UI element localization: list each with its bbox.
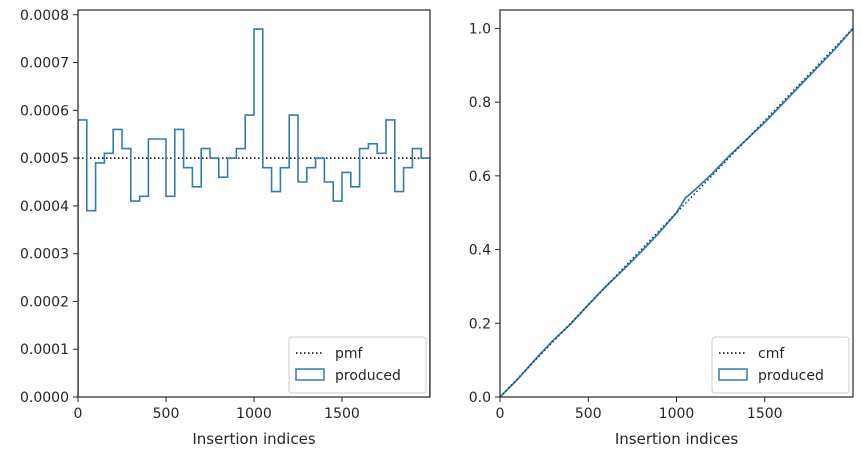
legend-label: cmf (758, 346, 785, 362)
plot-area (500, 27, 853, 397)
y-tick-label: 0.0006 (20, 103, 69, 119)
y-tick-label: 0.0007 (20, 56, 69, 72)
y-tick-label: 0.2 (469, 316, 491, 332)
legend: cmf produced (711, 336, 850, 394)
y-tick-label: 0.0002 (20, 294, 69, 310)
x-tick-label: 500 (153, 406, 180, 422)
y-tick-label: 0.6 (469, 169, 491, 185)
x-tick-label: 500 (575, 406, 602, 422)
y-tick-label: 0.0004 (20, 199, 69, 215)
legend-label: produced (335, 368, 401, 384)
x-tick-label: 1500 (324, 406, 360, 422)
x-tick-label: 1500 (747, 406, 783, 422)
legend-label: pmf (335, 346, 364, 362)
x-axis-ticks: 0 500 1000 1500 (496, 397, 783, 422)
y-tick-label: 0.0000 (20, 390, 69, 406)
x-axis-label: Insertion indices (192, 430, 315, 448)
legend: pmf produced (288, 336, 427, 394)
x-axis-label: Insertion indices (615, 430, 738, 448)
x-tick-label: 1000 (236, 406, 272, 422)
produced-step-series (78, 28, 430, 397)
cmf-line (500, 27, 853, 397)
legend-box-swatch (718, 368, 748, 381)
x-tick-label: 0 (496, 406, 505, 422)
x-tick-label: 1000 (659, 406, 695, 422)
y-tick-label: 0.8 (469, 95, 491, 111)
x-tick-label: 0 (74, 406, 83, 422)
y-axis-ticks: 0.0 0.2 0.4 0.6 0.8 1.0 (469, 21, 500, 406)
legend-label: produced (758, 368, 824, 384)
x-axis-ticks: 0 500 1000 1500 (74, 397, 360, 422)
y-axis-ticks: 0.0000 0.0001 0.0002 0.0003 0.0004 0.0005 0.00… (20, 8, 78, 406)
y-tick-label: 0.0005 (20, 151, 69, 167)
y-tick-label: 0.0 (469, 390, 491, 406)
y-tick-label: 0.4 (469, 243, 491, 259)
y-tick-label: 1.0 (469, 21, 491, 37)
y-tick-label: 0.0001 (20, 342, 69, 358)
plot-area (78, 28, 430, 397)
right-cmf-chart: 0 500 1000 1500 0.0 0.2 0.4 0.6 0.8 1.0 Insertio… (469, 9, 854, 448)
left-histogram-chart: 0 500 1000 1500 0.00000.00010.00020.00030.0… (20, 8, 431, 448)
y-tick-label: 0.0008 (20, 8, 69, 24)
y-tick-label: 0.0003 (20, 247, 69, 263)
legend-box-swatch (295, 368, 325, 381)
